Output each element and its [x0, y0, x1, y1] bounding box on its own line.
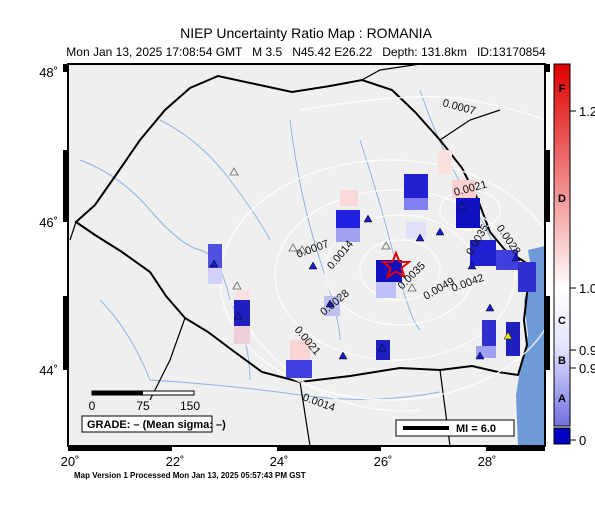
scale-label: 150	[180, 399, 200, 413]
lon-label: 20˚	[61, 454, 80, 469]
grade-letter: C	[558, 315, 566, 327]
grade-letter: F	[559, 83, 566, 95]
black-sea	[516, 246, 545, 446]
colorbar-tick-label: 1.2	[579, 104, 595, 119]
colorbar-gradient	[553, 63, 571, 427]
footer: Map Version 1 Processed Mon Jan 13, 2025…	[74, 471, 306, 480]
other-stations	[229, 167, 417, 292]
lon-label: 28˚	[478, 454, 497, 469]
lon-label: 26˚	[374, 454, 393, 469]
scale-label: 75	[136, 399, 150, 413]
colorbar-ticks	[570, 110, 576, 441]
colorbar-tick-label: 0.9	[579, 343, 595, 358]
subtitle: Mon Jan 13, 2025 17:08:54 GMT M 3.5 N45.…	[66, 45, 546, 59]
colorbar-tick-label: 0.9	[579, 361, 595, 376]
colorbar-tick-label: 1.0	[579, 281, 595, 296]
scale-label: 0	[89, 399, 96, 413]
neighbour-borders	[69, 64, 501, 446]
lat-label: 44˚	[39, 363, 58, 378]
map-area: 0.0007 0.0021 0.0007 0.0014 0.0028 0.003…	[68, 64, 545, 446]
lon-label: 22˚	[166, 454, 185, 469]
ratio-cells	[208, 150, 536, 378]
colorbar-zero	[553, 427, 571, 445]
epicenter	[380, 250, 412, 280]
frame-ticks	[63, 64, 550, 451]
title: NIEP Uncertainty Ratio Map : ROMANIA	[180, 25, 432, 41]
lon-label: 24˚	[270, 454, 289, 469]
grade: GRADE: – (Mean sigma: –)	[87, 419, 226, 431]
grade-letter: D	[558, 193, 566, 205]
colorbar: 1.2 1.0 0.9 0.9 0 F D C B A	[553, 63, 595, 448]
grade-letter: B	[558, 355, 566, 367]
lat-label: 48˚	[39, 65, 58, 80]
colorbar-tick-label: 0	[579, 433, 586, 448]
land	[68, 64, 545, 446]
grade-letter: A	[558, 393, 566, 405]
stations	[209, 201, 521, 360]
mi-box	[395, 419, 515, 437]
mi-bar	[403, 426, 449, 430]
lat-label: 46˚	[39, 215, 58, 230]
mi-label: MI = 6.0	[456, 423, 496, 435]
grade-box	[81, 415, 213, 433]
scale-bar: 0 75 150	[89, 390, 200, 413]
